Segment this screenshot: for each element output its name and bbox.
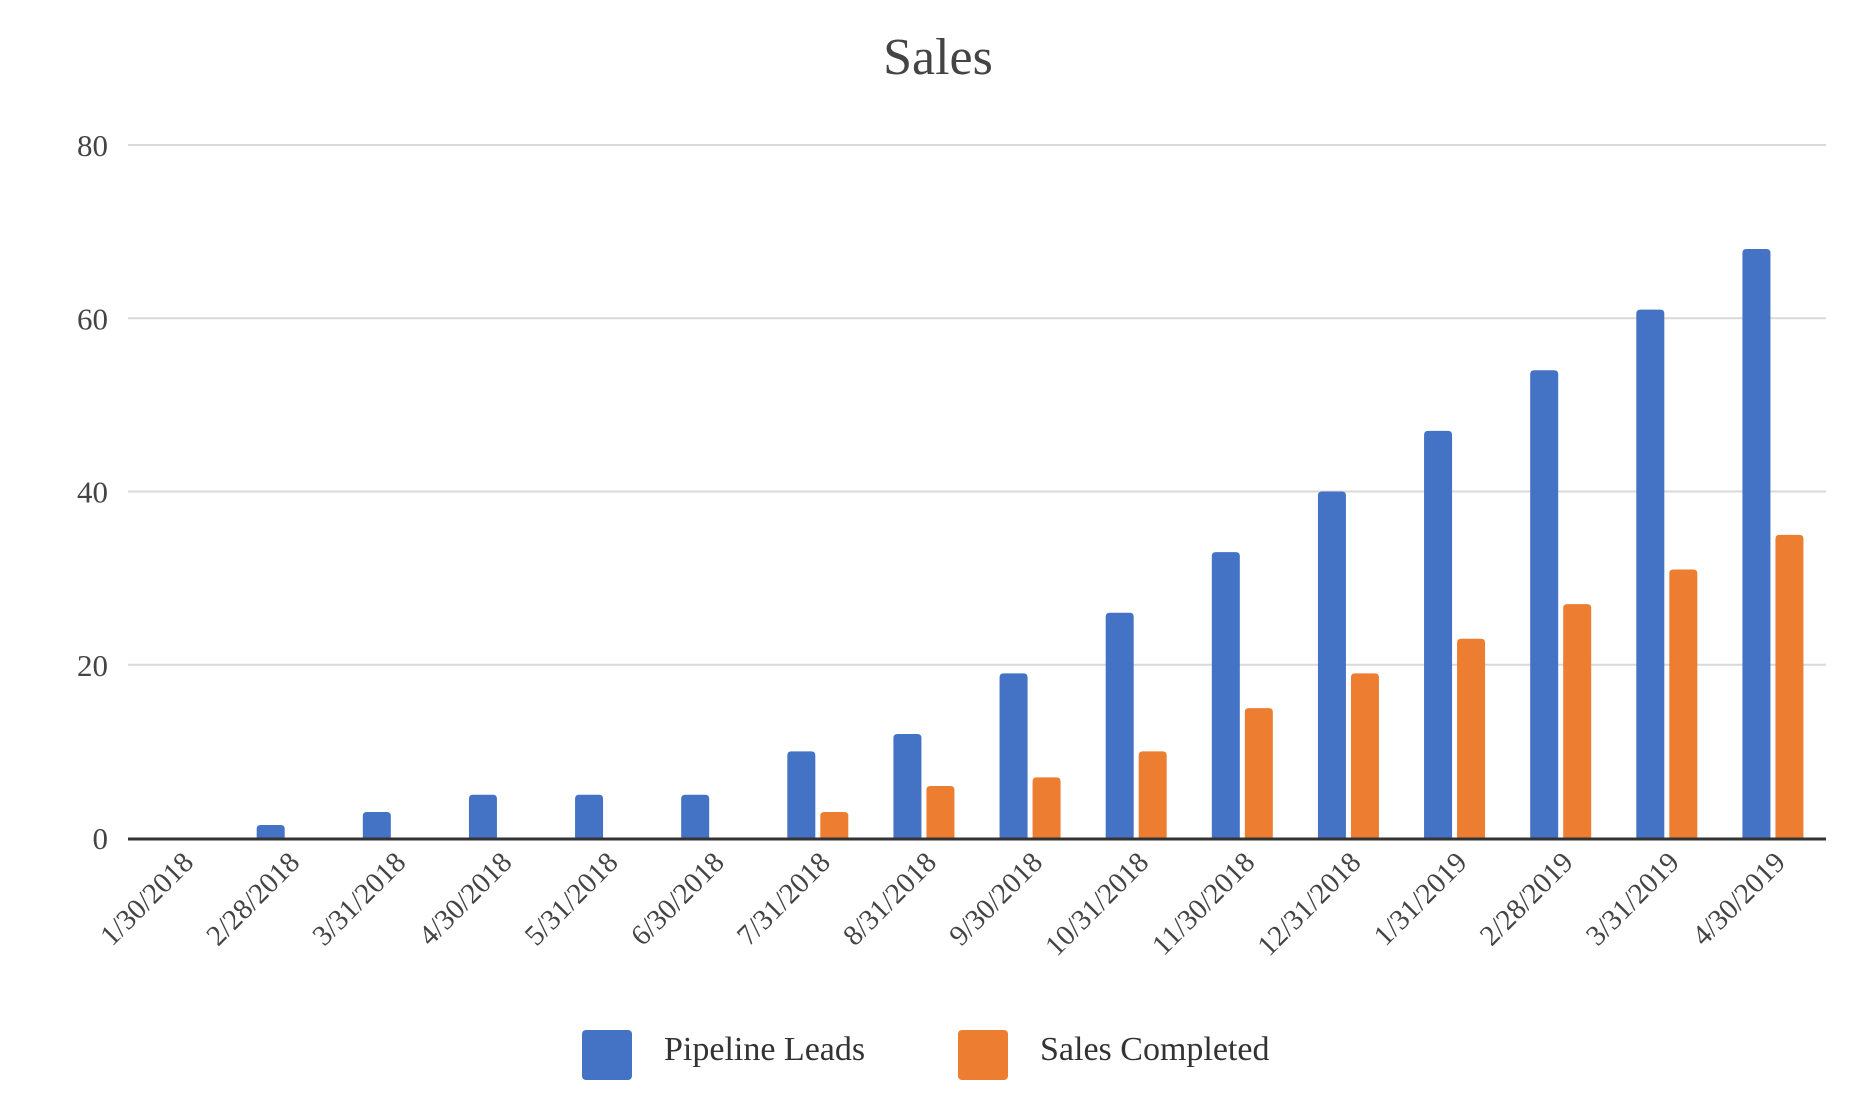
bar-pipeline-leads bbox=[1211, 552, 1240, 838]
x-tick-label: 1/31/2019 bbox=[1368, 846, 1474, 952]
bar-sales-completed bbox=[1350, 673, 1379, 838]
bar-sales-completed bbox=[1563, 604, 1592, 838]
x-tick-label: 6/30/2018 bbox=[625, 846, 731, 952]
bar-pipeline-leads bbox=[893, 734, 922, 838]
legend-label: Sales Completed bbox=[1040, 1031, 1269, 1068]
legend-swatch bbox=[958, 1030, 1008, 1080]
y-tick-label: 80 bbox=[77, 128, 108, 163]
x-tick-label: 1/30/2018 bbox=[94, 846, 200, 952]
bars bbox=[256, 248, 1804, 838]
bar-sales-completed bbox=[820, 812, 849, 838]
bar-sales-completed bbox=[1457, 638, 1486, 838]
x-tick-label: 11/30/2018 bbox=[1146, 846, 1261, 961]
x-tick-label: 5/31/2018 bbox=[519, 846, 625, 952]
x-tick-label: 3/31/2019 bbox=[1580, 846, 1686, 952]
y-tick-label: 0 bbox=[93, 821, 109, 856]
x-tick-label: 2/28/2019 bbox=[1474, 846, 1580, 952]
bar-pipeline-leads bbox=[1317, 491, 1346, 838]
bar-pipeline-leads bbox=[999, 673, 1028, 838]
x-tick-label: 4/30/2019 bbox=[1686, 846, 1792, 952]
x-tick-label: 12/31/2018 bbox=[1251, 846, 1367, 962]
y-tick-label: 20 bbox=[77, 648, 108, 683]
bar-sales-completed bbox=[1138, 751, 1167, 838]
x-axis-ticks: 1/30/2018 2/28/2018 3/31/2018 4/30/2018 5/31… bbox=[94, 846, 1792, 962]
bar-pipeline-leads bbox=[1530, 370, 1559, 838]
x-tick-label: 4/30/2018 bbox=[413, 846, 519, 952]
legend: Pipeline Leads Sales Completed bbox=[582, 1030, 1269, 1080]
legend-label: Pipeline Leads bbox=[664, 1031, 865, 1068]
gridlines bbox=[128, 144, 1826, 666]
x-tick-label: 9/30/2018 bbox=[943, 846, 1049, 952]
bar-pipeline-leads bbox=[468, 794, 497, 838]
bar-pipeline-leads bbox=[681, 794, 710, 838]
chart-title: Sales bbox=[883, 29, 993, 86]
y-axis-ticks: 0 20 40 60 80 bbox=[77, 128, 108, 856]
bar-sales-completed bbox=[1775, 534, 1804, 838]
bar-pipeline-leads bbox=[575, 794, 604, 838]
bar-sales-completed bbox=[1244, 708, 1273, 838]
bar-pipeline-leads bbox=[256, 825, 285, 838]
bar-pipeline-leads bbox=[362, 812, 391, 838]
bar-pipeline-leads bbox=[1636, 309, 1665, 838]
bar-sales-completed bbox=[1032, 777, 1061, 838]
x-tick-label: 2/28/2018 bbox=[200, 846, 306, 952]
y-tick-label: 40 bbox=[77, 475, 108, 510]
bar-sales-completed bbox=[1669, 569, 1698, 838]
bar-pipeline-leads bbox=[1424, 430, 1453, 838]
bar-sales-completed bbox=[926, 786, 955, 838]
x-tick-label: 3/31/2018 bbox=[306, 846, 412, 952]
bar-pipeline-leads bbox=[1742, 248, 1771, 838]
x-tick-label: 7/31/2018 bbox=[731, 846, 837, 952]
bar-pipeline-leads bbox=[787, 751, 816, 838]
x-tick-label: 8/31/2018 bbox=[837, 846, 943, 952]
x-tick-label: 10/31/2018 bbox=[1039, 846, 1155, 962]
legend-swatch bbox=[582, 1030, 632, 1080]
y-tick-label: 60 bbox=[77, 301, 108, 336]
bar-pipeline-leads bbox=[1105, 612, 1134, 838]
